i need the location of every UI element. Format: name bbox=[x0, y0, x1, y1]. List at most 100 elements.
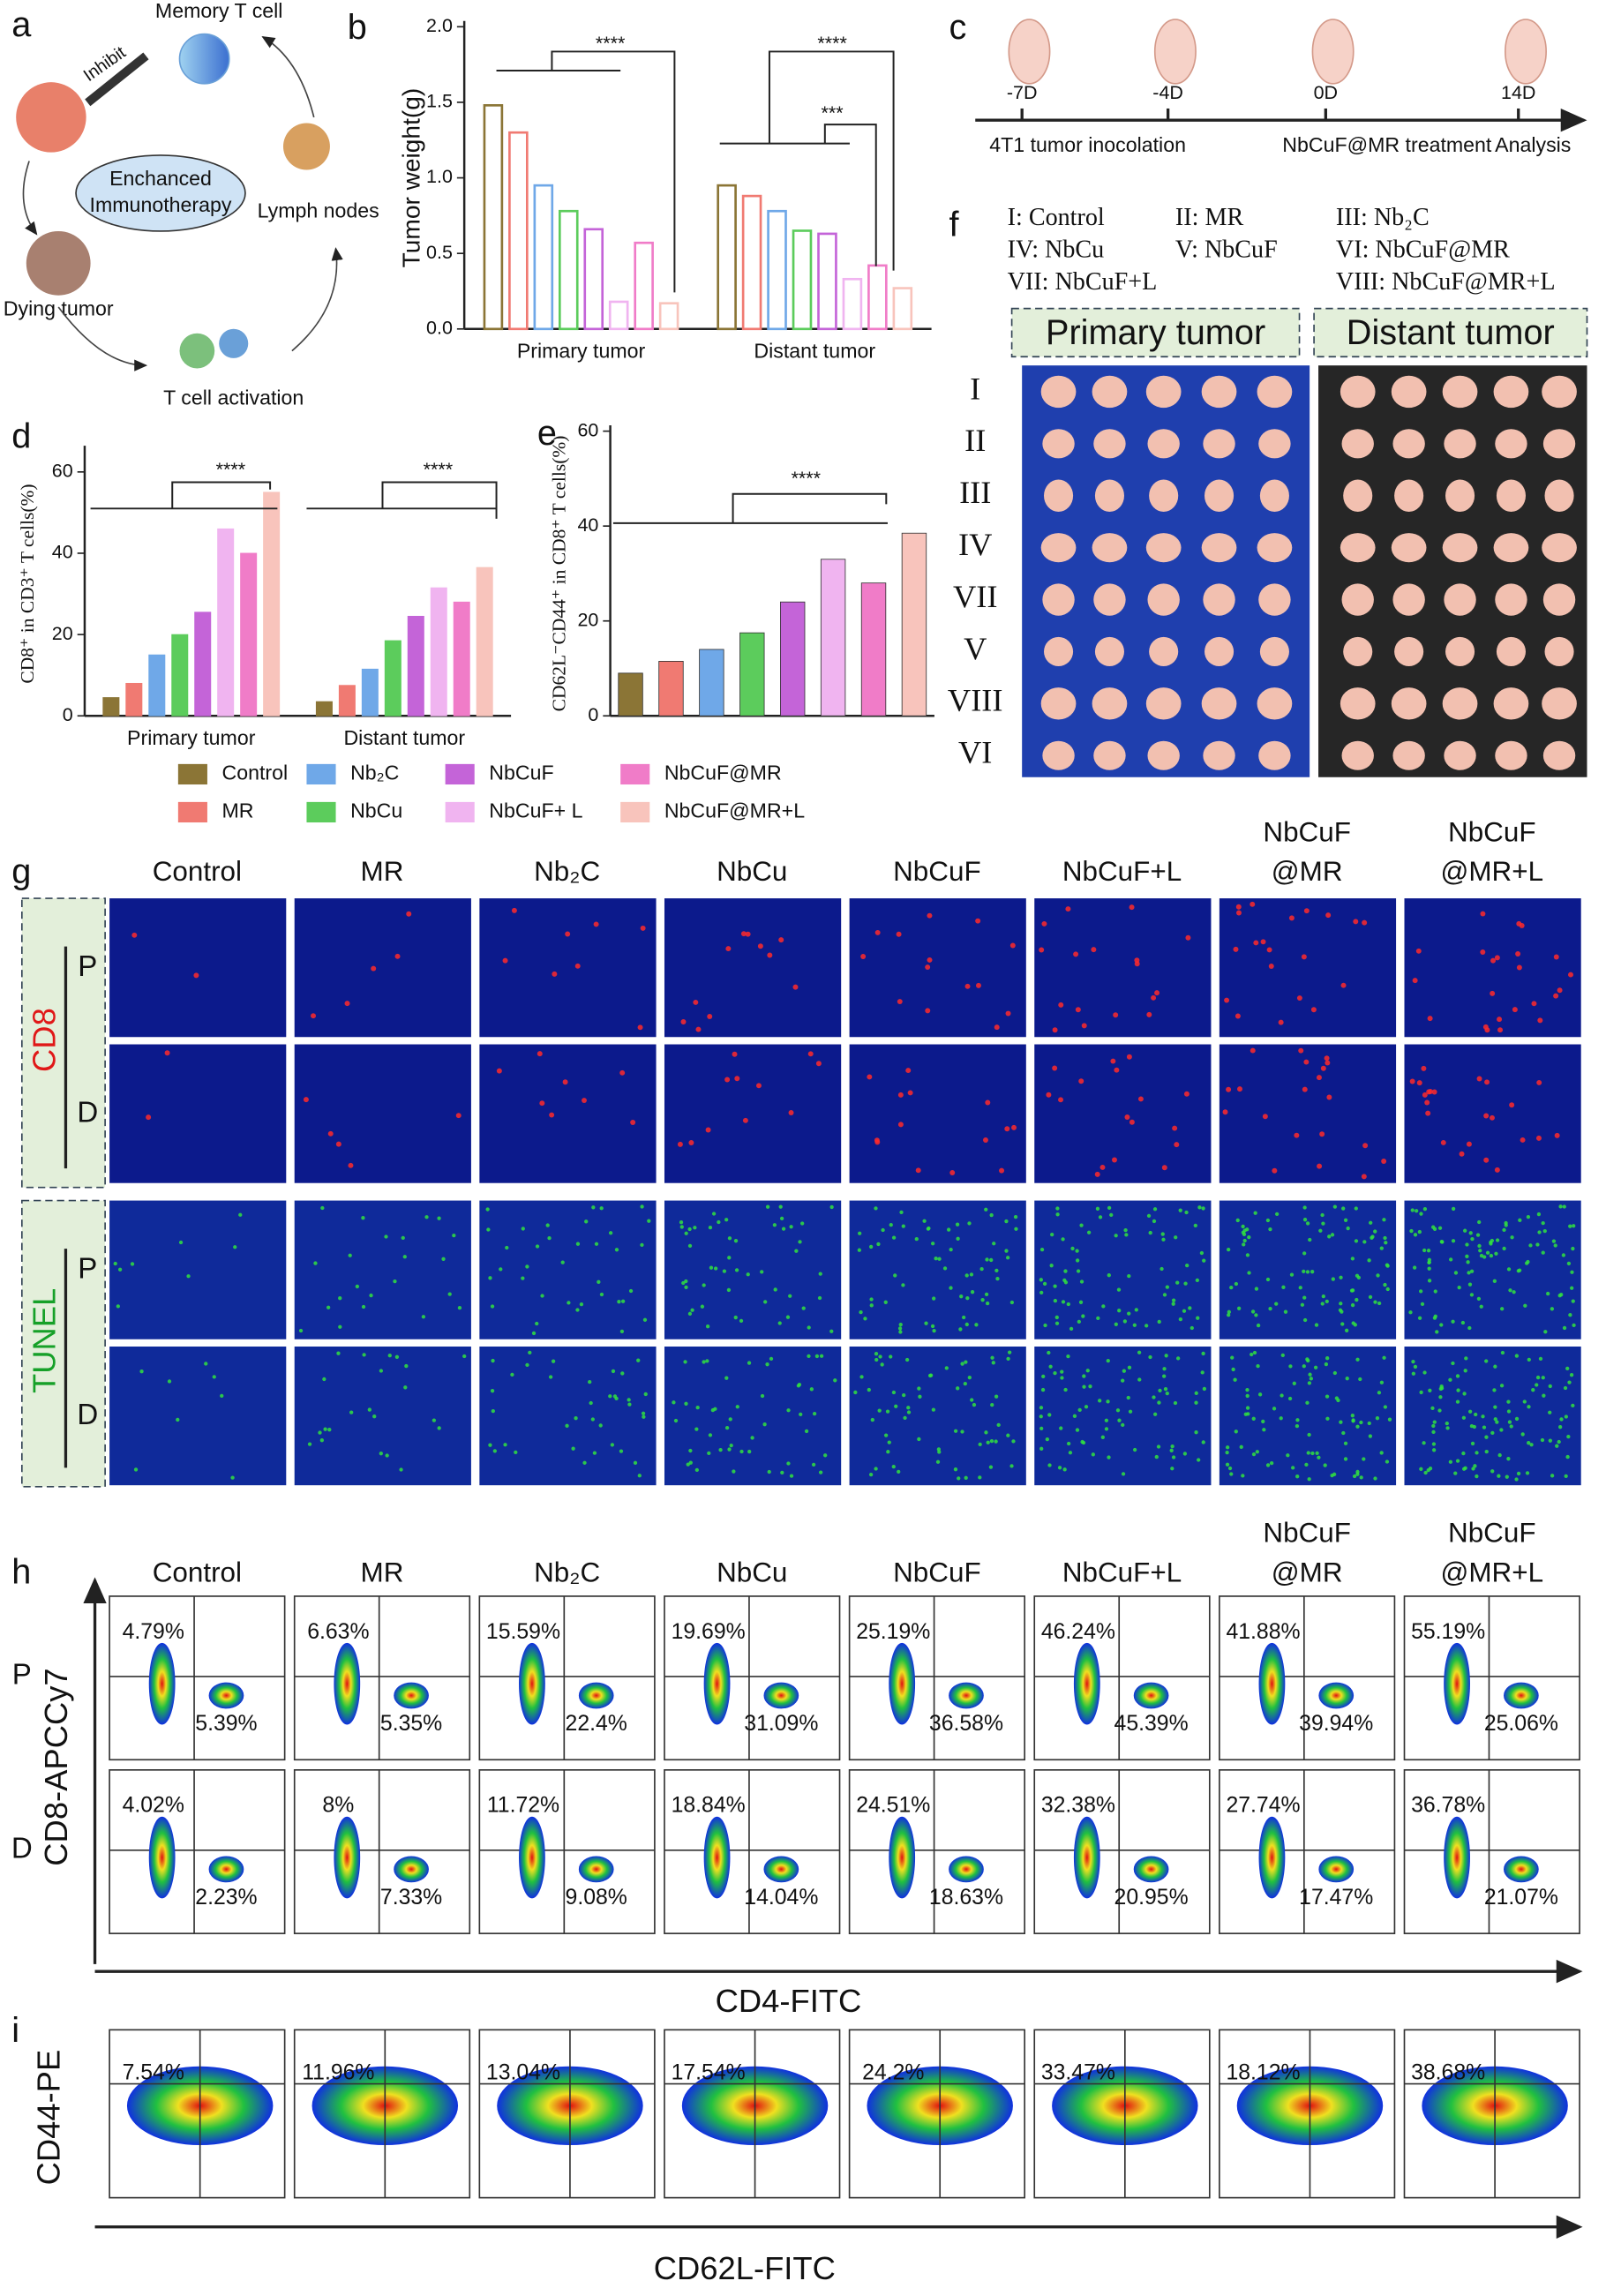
stain-dot bbox=[1182, 1452, 1188, 1456]
stain-dot bbox=[1440, 1139, 1446, 1145]
stain-dot bbox=[447, 1292, 452, 1296]
stain-dot bbox=[1065, 906, 1071, 912]
quadrant-percent: 17.47% bbox=[1299, 1886, 1373, 1910]
stain-dot bbox=[1306, 1451, 1310, 1455]
quadrant-percent: 5.39% bbox=[195, 1712, 257, 1736]
stain-dot bbox=[394, 1354, 400, 1359]
stain-dot bbox=[1383, 1405, 1388, 1409]
stain-dot bbox=[858, 1231, 862, 1235]
flow-plot bbox=[478, 1595, 656, 1761]
stain-dot bbox=[1325, 1060, 1331, 1066]
y-tick-label: 20 bbox=[52, 623, 73, 644]
stain-dot bbox=[1497, 1027, 1504, 1033]
stain-dot bbox=[1432, 1420, 1437, 1424]
stain-dot bbox=[1321, 1221, 1325, 1226]
stain-dot bbox=[1157, 1400, 1161, 1405]
stain-dot bbox=[1009, 1300, 1015, 1305]
stain-dot bbox=[510, 1372, 514, 1377]
stain-dot bbox=[794, 1249, 799, 1253]
row-label: I bbox=[970, 371, 980, 406]
stain-dot bbox=[829, 1204, 834, 1210]
stain-dot bbox=[755, 1083, 762, 1089]
tumor bbox=[1257, 687, 1293, 720]
stain-dot bbox=[1182, 1309, 1187, 1313]
stain-dot bbox=[1077, 1319, 1081, 1324]
quadrant-percent: 7.33% bbox=[380, 1886, 442, 1910]
stain-dot bbox=[1476, 1296, 1482, 1302]
micrograph bbox=[109, 898, 287, 1038]
stain-dot bbox=[1516, 964, 1522, 971]
y-tick-label: 0.0 bbox=[426, 317, 453, 338]
stain-dot bbox=[490, 1304, 495, 1309]
mouse-icon bbox=[1008, 19, 1051, 85]
stain-dot bbox=[1512, 1007, 1518, 1013]
stain-dot bbox=[1116, 1287, 1122, 1292]
tumor bbox=[1340, 533, 1376, 563]
stain-dot bbox=[1242, 1242, 1246, 1247]
stain-dot bbox=[773, 1287, 777, 1292]
quadrant-percent: 15.59% bbox=[486, 1620, 560, 1644]
panel-a: a Memory T cell Inhibit Enchanced Immuno… bbox=[4, 0, 379, 409]
stain-dot bbox=[1526, 1259, 1530, 1264]
stain-dot bbox=[335, 1141, 341, 1147]
bar bbox=[842, 277, 863, 331]
stain-dot bbox=[1174, 1235, 1178, 1240]
stain-dot bbox=[349, 1410, 354, 1414]
bar bbox=[148, 654, 166, 717]
stain-dot bbox=[1098, 1399, 1102, 1403]
stain-dot bbox=[1343, 1441, 1348, 1445]
stain-dot bbox=[1068, 1451, 1073, 1455]
stain-dot bbox=[1514, 1354, 1520, 1358]
stain-dot bbox=[432, 1418, 437, 1422]
tumor bbox=[1094, 479, 1124, 512]
stain-dot bbox=[1061, 1237, 1065, 1242]
row-label: VI bbox=[958, 735, 992, 770]
tumor bbox=[1149, 479, 1179, 512]
micrograph bbox=[849, 1200, 1026, 1339]
flow-population bbox=[519, 1816, 545, 1899]
stain-dot bbox=[1320, 1302, 1325, 1306]
stain-dot bbox=[1430, 1406, 1435, 1411]
column-label: Control bbox=[153, 856, 242, 887]
stain-dot bbox=[1278, 1019, 1284, 1025]
stain-dot bbox=[877, 1408, 882, 1413]
stain-dot bbox=[362, 1353, 366, 1357]
stain-dot bbox=[584, 1219, 589, 1224]
stain-dot bbox=[642, 1414, 646, 1419]
mouse-icon bbox=[1311, 19, 1355, 85]
stain-dot bbox=[579, 1302, 584, 1307]
stain-dot bbox=[1247, 1235, 1251, 1240]
stain-dot bbox=[637, 1024, 643, 1031]
y-tick-label: 0.5 bbox=[426, 242, 453, 263]
quadrant-percent: 36.58% bbox=[929, 1712, 1003, 1736]
bar bbox=[583, 228, 604, 331]
stain-dot bbox=[1197, 1205, 1202, 1210]
stain-dot bbox=[717, 1219, 721, 1225]
stain-dot bbox=[117, 1267, 123, 1272]
stain-dot bbox=[1188, 1306, 1192, 1310]
stain-dot bbox=[1292, 1381, 1296, 1385]
stain-dot bbox=[800, 1221, 805, 1226]
stain-dot bbox=[1106, 1358, 1110, 1363]
flow-population bbox=[1318, 1682, 1355, 1709]
bar bbox=[867, 264, 888, 331]
stain-dot bbox=[673, 1418, 679, 1423]
stain-dot bbox=[574, 963, 581, 969]
label-box bbox=[20, 897, 106, 1189]
tumor bbox=[1496, 636, 1526, 666]
legend-swatch bbox=[445, 763, 475, 785]
stain-dot bbox=[1047, 1350, 1051, 1355]
stain-dot bbox=[1254, 1287, 1259, 1291]
column-label: NbCuF bbox=[1448, 817, 1536, 848]
stain-dot bbox=[1233, 946, 1239, 952]
stain-dot bbox=[1310, 1451, 1315, 1456]
stain-dot bbox=[1438, 1395, 1443, 1399]
y-tick-label: 0 bbox=[63, 704, 73, 725]
stain-dot bbox=[1315, 1451, 1319, 1455]
stain-dot bbox=[1307, 1432, 1311, 1437]
micrograph bbox=[294, 1044, 471, 1183]
significance-bracket bbox=[719, 50, 895, 271]
significance-bracket bbox=[612, 492, 888, 524]
micrograph bbox=[1404, 1347, 1581, 1486]
group-legend: I: Control bbox=[1008, 204, 1105, 231]
